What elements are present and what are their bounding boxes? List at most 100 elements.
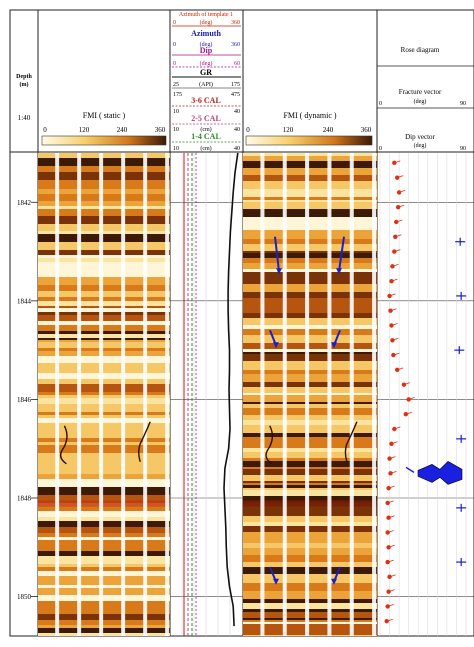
dip-tadpole xyxy=(393,234,398,239)
fmi-band xyxy=(243,437,377,445)
dip-tadpole xyxy=(390,264,395,269)
fmi-band xyxy=(243,222,377,230)
fmi-band xyxy=(243,433,377,437)
fmi-band xyxy=(243,298,377,305)
fmi-band xyxy=(38,180,170,185)
fmi-band xyxy=(38,234,170,242)
dip-tadpole xyxy=(391,352,396,358)
fmi-pad-gap xyxy=(55,153,60,636)
fmi-band xyxy=(38,342,170,348)
fmi-band xyxy=(38,461,170,466)
dip-tadpole xyxy=(385,530,390,535)
fmi-band xyxy=(243,583,377,591)
fmi-band xyxy=(243,156,377,161)
fmi-pad-gap xyxy=(165,153,170,636)
fmi-dynamic-title: FMI ( dynamic ) xyxy=(283,111,336,120)
depth-tick-label: 1846 xyxy=(17,396,32,404)
fmi-band xyxy=(243,272,377,279)
fmi-dip-arrowhead xyxy=(331,342,337,349)
fmi-pad-gap xyxy=(77,153,82,636)
fmi-band xyxy=(243,370,377,374)
curve-cal25-name: 2-5 CAL xyxy=(191,114,221,123)
dip-tadpole xyxy=(385,559,390,565)
fmi-bed xyxy=(243,500,377,507)
fmi-band xyxy=(38,487,170,495)
fmi-band xyxy=(38,427,170,430)
fmi-static-title: FMI ( static ) xyxy=(83,111,126,120)
fmi-band xyxy=(243,284,377,292)
fracture-vector-title: Fracture vector xyxy=(399,88,442,96)
fmi-band xyxy=(243,469,377,475)
depth-title: Depth xyxy=(16,74,32,80)
fmi-band xyxy=(243,526,377,532)
fmi-band xyxy=(38,201,170,206)
fmi-band xyxy=(243,624,377,629)
fmi-fracture-trace xyxy=(265,425,274,465)
fmi-band xyxy=(38,297,170,301)
fmi-band xyxy=(243,352,377,354)
fmi-band xyxy=(38,479,170,487)
fmi-static-header: FMI ( static ) 0 120 240 360 xyxy=(41,111,167,146)
curve-cal14-name: 1-4 CAL xyxy=(191,132,221,141)
fmi-band xyxy=(243,620,377,622)
fmi-band xyxy=(243,622,377,624)
curve-gr-unit: (API) xyxy=(199,81,213,88)
fmi-band xyxy=(243,509,377,516)
fmi-band xyxy=(243,581,377,583)
dip-tadpole xyxy=(390,338,395,343)
fmi-band xyxy=(243,204,377,209)
fmi-dip-arrowhead xyxy=(276,268,282,275)
depth-tick-label: 1842 xyxy=(17,199,32,207)
fmi-band xyxy=(243,420,377,425)
fmi-band xyxy=(38,189,170,194)
fmi-band xyxy=(243,402,377,404)
fmi-band xyxy=(38,158,170,166)
fmi-band xyxy=(243,292,377,298)
fmi-band xyxy=(243,368,377,370)
fmi-band xyxy=(243,202,377,204)
cal-bottom-min: 10 xyxy=(173,146,179,152)
fmi-band xyxy=(38,224,170,231)
fmi-band xyxy=(38,262,170,270)
dip-vector-title: Dip vector xyxy=(405,133,435,141)
fmi-band xyxy=(243,629,377,635)
fmi-band xyxy=(243,197,377,200)
fmi-band xyxy=(38,206,170,209)
fmi-band xyxy=(38,315,170,321)
fmi-band xyxy=(38,185,170,189)
fmi-dynamic-tick-0: 0 xyxy=(246,126,250,134)
curve-azimuth-template-name: Azimuth of template 1 xyxy=(179,11,233,18)
fmi-band xyxy=(38,331,170,334)
fmi-band xyxy=(243,234,377,239)
fmi-band xyxy=(243,366,377,368)
fmi-pad-gap xyxy=(143,153,148,636)
fmi-band xyxy=(38,340,170,342)
dip-tadpole xyxy=(389,323,394,328)
fmi-band xyxy=(38,379,170,384)
fmi-band xyxy=(243,612,377,618)
fmi-band xyxy=(243,452,377,456)
fmi-band xyxy=(243,555,377,562)
fmi-band xyxy=(38,442,170,445)
fmi-band xyxy=(38,213,170,216)
fmi-band xyxy=(38,325,170,331)
dip-tadpole xyxy=(386,545,391,550)
fmi-band xyxy=(243,599,377,603)
fmi-band xyxy=(38,301,170,306)
fmi-band xyxy=(243,618,377,620)
dip-tadpole xyxy=(394,219,399,225)
fmi-band xyxy=(38,365,170,373)
fmi-band xyxy=(38,582,170,585)
dip-tadpole xyxy=(386,485,391,491)
fmi-dip-arrowhead xyxy=(273,342,279,349)
fmi-band xyxy=(38,576,170,582)
dip-tadpole xyxy=(389,441,394,446)
dip-tadpole xyxy=(392,249,397,254)
fmi-band xyxy=(38,242,170,250)
fracture-vector-unit: (deg) xyxy=(414,98,427,105)
depth-tick-label: 1850 xyxy=(17,593,32,601)
fmi-band xyxy=(38,258,170,262)
curve-azimuth-unit: (deg) xyxy=(200,41,213,48)
fmi-band xyxy=(38,556,170,564)
fmi-band xyxy=(38,356,170,363)
